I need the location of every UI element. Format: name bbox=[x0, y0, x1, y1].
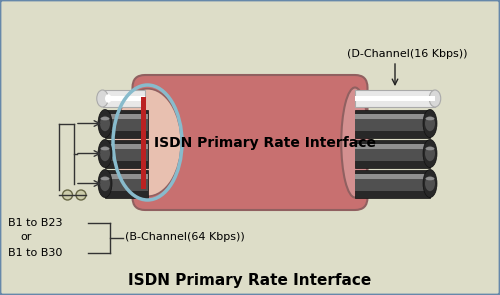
FancyBboxPatch shape bbox=[355, 170, 430, 197]
Ellipse shape bbox=[423, 109, 437, 137]
Text: B1 to B23: B1 to B23 bbox=[8, 217, 62, 227]
FancyBboxPatch shape bbox=[105, 170, 148, 197]
Ellipse shape bbox=[98, 109, 112, 137]
FancyBboxPatch shape bbox=[105, 146, 148, 161]
Ellipse shape bbox=[100, 116, 110, 131]
Ellipse shape bbox=[100, 147, 110, 150]
Text: ISDN Primary Rate Interface: ISDN Primary Rate Interface bbox=[154, 135, 376, 150]
Ellipse shape bbox=[423, 170, 437, 197]
Ellipse shape bbox=[426, 177, 434, 180]
FancyBboxPatch shape bbox=[102, 96, 145, 101]
Ellipse shape bbox=[98, 170, 112, 197]
FancyBboxPatch shape bbox=[355, 116, 430, 131]
FancyBboxPatch shape bbox=[355, 144, 430, 149]
Ellipse shape bbox=[426, 117, 434, 120]
FancyBboxPatch shape bbox=[105, 116, 148, 131]
Ellipse shape bbox=[341, 88, 369, 197]
FancyBboxPatch shape bbox=[105, 114, 148, 119]
FancyBboxPatch shape bbox=[355, 174, 430, 178]
FancyBboxPatch shape bbox=[355, 96, 435, 101]
Circle shape bbox=[62, 190, 72, 200]
Ellipse shape bbox=[98, 140, 112, 168]
Circle shape bbox=[76, 190, 86, 200]
FancyBboxPatch shape bbox=[355, 114, 430, 119]
Ellipse shape bbox=[426, 147, 434, 150]
Ellipse shape bbox=[425, 176, 435, 191]
Ellipse shape bbox=[425, 146, 435, 161]
Ellipse shape bbox=[100, 117, 110, 120]
FancyBboxPatch shape bbox=[355, 140, 430, 168]
Ellipse shape bbox=[97, 90, 108, 107]
Ellipse shape bbox=[100, 177, 110, 180]
Ellipse shape bbox=[100, 146, 110, 161]
Ellipse shape bbox=[423, 140, 437, 168]
Text: or: or bbox=[20, 232, 32, 242]
FancyBboxPatch shape bbox=[141, 96, 146, 189]
Ellipse shape bbox=[100, 176, 110, 191]
FancyBboxPatch shape bbox=[355, 146, 430, 161]
FancyBboxPatch shape bbox=[102, 90, 145, 107]
Text: (D-Channel(16 Kbps)): (D-Channel(16 Kbps)) bbox=[347, 50, 468, 60]
Text: ISDN Primary Rate Interface: ISDN Primary Rate Interface bbox=[128, 273, 372, 289]
Text: (B-Channel(64 Kbps)): (B-Channel(64 Kbps)) bbox=[125, 232, 245, 242]
FancyBboxPatch shape bbox=[355, 90, 435, 107]
FancyBboxPatch shape bbox=[105, 144, 148, 149]
Ellipse shape bbox=[114, 89, 182, 196]
Ellipse shape bbox=[429, 90, 441, 107]
Ellipse shape bbox=[425, 116, 435, 131]
FancyBboxPatch shape bbox=[105, 174, 148, 178]
Ellipse shape bbox=[105, 94, 112, 103]
FancyBboxPatch shape bbox=[355, 176, 430, 191]
FancyBboxPatch shape bbox=[105, 140, 148, 168]
FancyBboxPatch shape bbox=[105, 109, 148, 137]
FancyBboxPatch shape bbox=[355, 109, 430, 137]
FancyBboxPatch shape bbox=[105, 176, 148, 191]
Text: B1 to B30: B1 to B30 bbox=[8, 248, 62, 258]
FancyBboxPatch shape bbox=[132, 75, 368, 210]
